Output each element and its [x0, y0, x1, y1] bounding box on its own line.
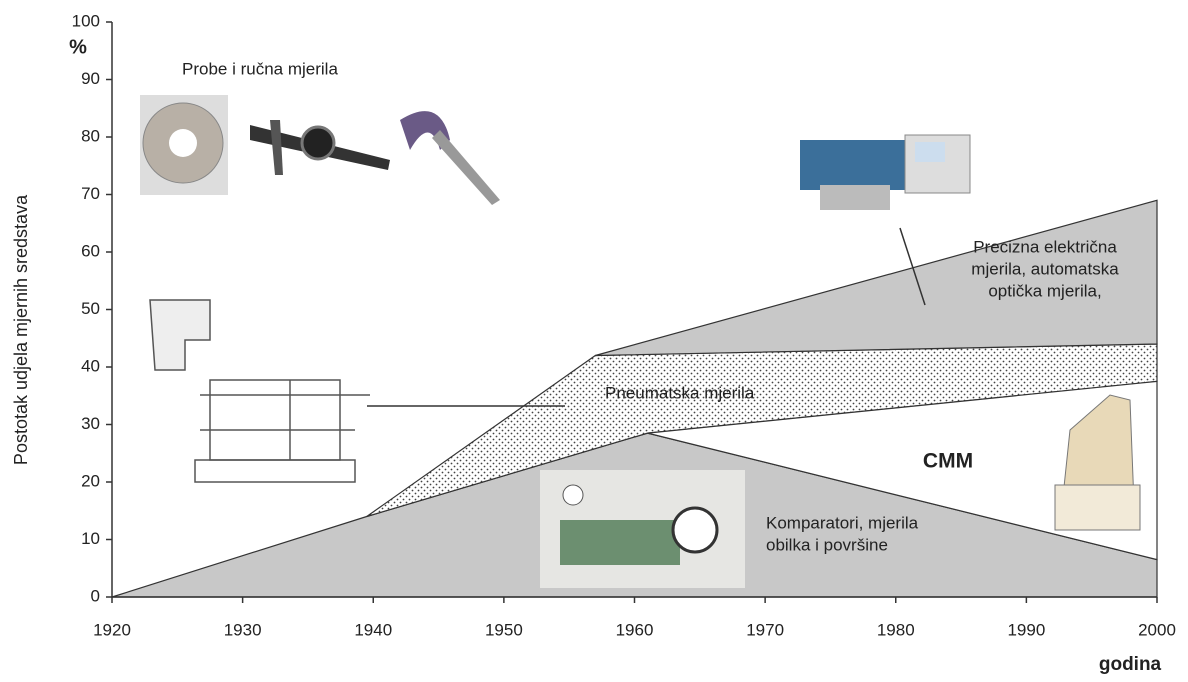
y-tick-label: 30 [81, 414, 100, 433]
y-axis-title: Postotak udjela mjernih sredstava [11, 194, 31, 465]
region-label: Pneumatska mjerila [605, 383, 755, 402]
y-tick-label: 90 [81, 69, 100, 88]
region-label: CMM [923, 450, 973, 473]
y-tick-label: 70 [81, 184, 100, 203]
x-tick-label: 1920 [93, 620, 131, 639]
y-tick-label: 20 [81, 471, 100, 490]
y-tick-label: 60 [81, 241, 100, 260]
region-label: Precizna električna [973, 237, 1117, 256]
x-tick-label: 1950 [485, 620, 523, 639]
x-tick-label: 1930 [224, 620, 262, 639]
x-tick-label: 2000 [1138, 620, 1176, 639]
x-axis-title: godina [1099, 654, 1162, 675]
chart: % Postotak udjela mjernih sredstava godi… [0, 0, 1188, 677]
x-tick-label: 1960 [616, 620, 654, 639]
x-tick-label: 1990 [1007, 620, 1045, 639]
y-tick-label: 100 [72, 11, 100, 30]
region-label: optička mjerila, [988, 281, 1101, 300]
region-label: obilka i površine [766, 535, 888, 554]
annotation: Probe i ručna mjerila [182, 59, 338, 78]
region-label: mjerila, automatska [971, 259, 1119, 278]
region-label: Komparatori, mjerila [766, 513, 919, 532]
y-tick-label: 10 [81, 529, 100, 548]
y-tick-label: 40 [81, 356, 100, 375]
y-tick-label: 50 [81, 299, 100, 318]
x-tick-label: 1970 [746, 620, 784, 639]
x-tick-label: 1980 [877, 620, 915, 639]
y-tick-label: 0 [91, 586, 100, 605]
x-tick-label: 1940 [354, 620, 392, 639]
y-unit: % [69, 36, 87, 58]
y-tick-label: 80 [81, 126, 100, 145]
